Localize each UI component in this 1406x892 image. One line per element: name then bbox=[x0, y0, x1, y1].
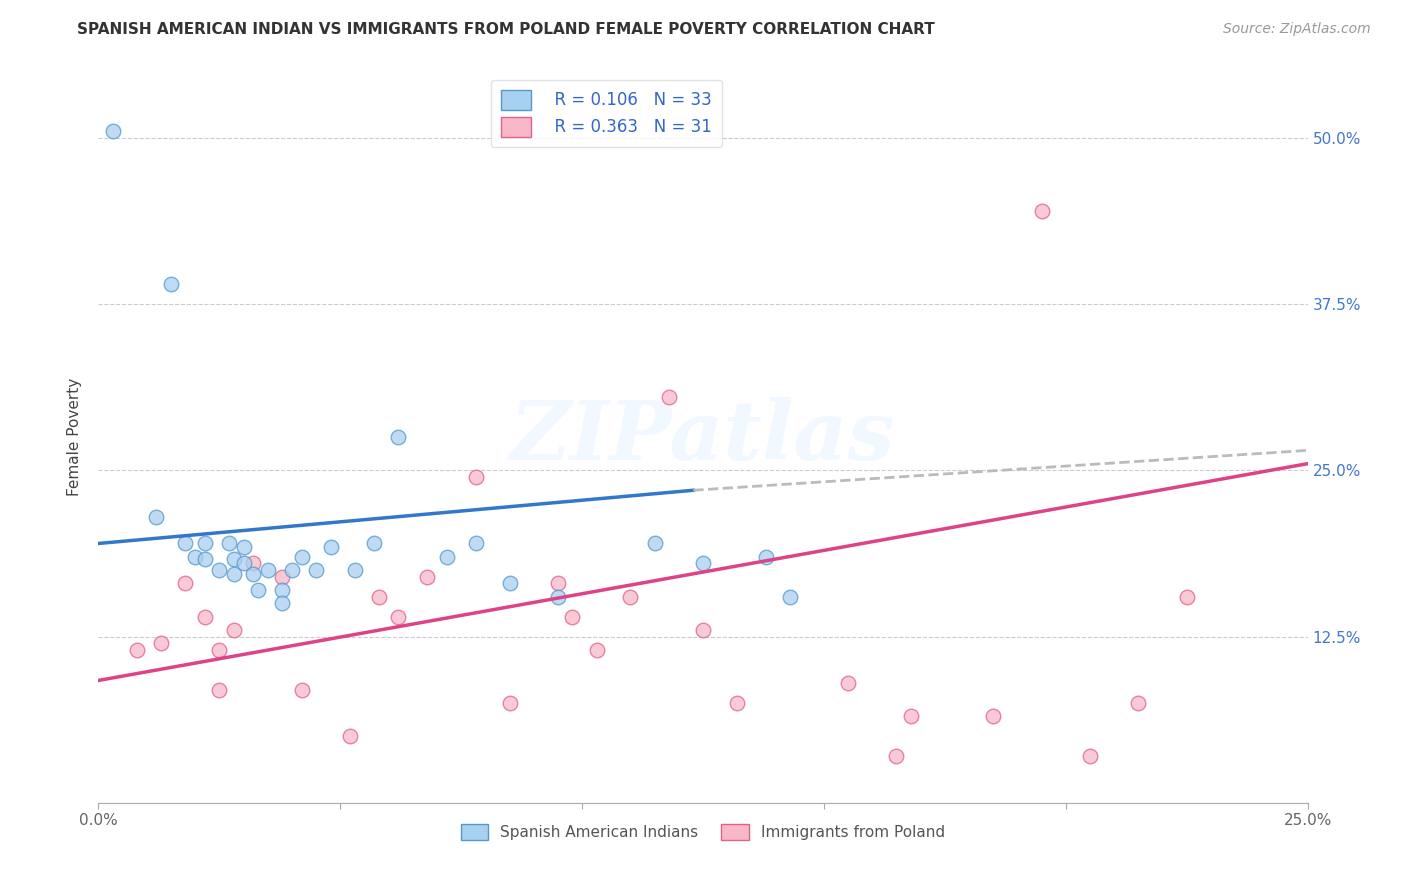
Point bbox=[242, 567, 264, 582]
Point bbox=[271, 570, 294, 584]
Point bbox=[256, 563, 278, 577]
Point bbox=[886, 749, 908, 764]
Point bbox=[387, 430, 409, 444]
Point bbox=[585, 643, 607, 657]
Point bbox=[416, 570, 439, 584]
Point bbox=[174, 576, 197, 591]
Point bbox=[368, 590, 391, 604]
Point bbox=[725, 696, 748, 710]
Point bbox=[837, 676, 859, 690]
Point bbox=[692, 623, 714, 637]
Point bbox=[339, 729, 361, 743]
Point bbox=[208, 563, 231, 577]
Point bbox=[900, 709, 922, 723]
Point bbox=[619, 590, 641, 604]
Point bbox=[150, 636, 173, 650]
Point bbox=[232, 557, 254, 571]
Point bbox=[464, 470, 486, 484]
Point bbox=[343, 563, 366, 577]
Point bbox=[232, 541, 254, 555]
Point bbox=[208, 643, 231, 657]
Point bbox=[779, 590, 801, 604]
Point bbox=[160, 277, 183, 292]
Point bbox=[498, 696, 520, 710]
Legend: Spanish American Indians, Immigrants from Poland: Spanish American Indians, Immigrants fro… bbox=[454, 818, 952, 847]
Point bbox=[498, 576, 520, 591]
Point bbox=[101, 124, 124, 138]
Point bbox=[363, 536, 385, 550]
Point bbox=[387, 609, 409, 624]
Y-axis label: Female Poverty: Female Poverty bbox=[67, 378, 83, 496]
Point bbox=[644, 536, 666, 550]
Text: Source: ZipAtlas.com: Source: ZipAtlas.com bbox=[1223, 22, 1371, 37]
Text: SPANISH AMERICAN INDIAN VS IMMIGRANTS FROM POLAND FEMALE POVERTY CORRELATION CHA: SPANISH AMERICAN INDIAN VS IMMIGRANTS FR… bbox=[77, 22, 935, 37]
Point bbox=[1175, 590, 1198, 604]
Point bbox=[194, 609, 217, 624]
Point bbox=[127, 643, 149, 657]
Point bbox=[319, 541, 342, 555]
Point bbox=[174, 536, 197, 550]
Point bbox=[290, 549, 312, 564]
Point bbox=[145, 509, 167, 524]
Point bbox=[222, 552, 245, 566]
Point bbox=[658, 390, 681, 404]
Point bbox=[247, 582, 270, 597]
Point bbox=[464, 536, 486, 550]
Point bbox=[281, 563, 304, 577]
Point bbox=[218, 536, 240, 550]
Point bbox=[547, 576, 569, 591]
Point bbox=[547, 590, 569, 604]
Point bbox=[1031, 204, 1053, 219]
Point bbox=[436, 549, 458, 564]
Point bbox=[242, 557, 264, 571]
Point bbox=[184, 549, 207, 564]
Point bbox=[1128, 696, 1150, 710]
Point bbox=[755, 549, 778, 564]
Point bbox=[692, 557, 714, 571]
Point bbox=[208, 682, 231, 697]
Point bbox=[194, 536, 217, 550]
Point bbox=[222, 623, 245, 637]
Point bbox=[194, 552, 217, 566]
Point bbox=[290, 682, 312, 697]
Point bbox=[271, 582, 294, 597]
Point bbox=[271, 596, 294, 610]
Point bbox=[981, 709, 1004, 723]
Point bbox=[1078, 749, 1101, 764]
Text: ZIPatlas: ZIPatlas bbox=[510, 397, 896, 477]
Point bbox=[561, 609, 583, 624]
Point bbox=[305, 563, 328, 577]
Point bbox=[222, 567, 245, 582]
